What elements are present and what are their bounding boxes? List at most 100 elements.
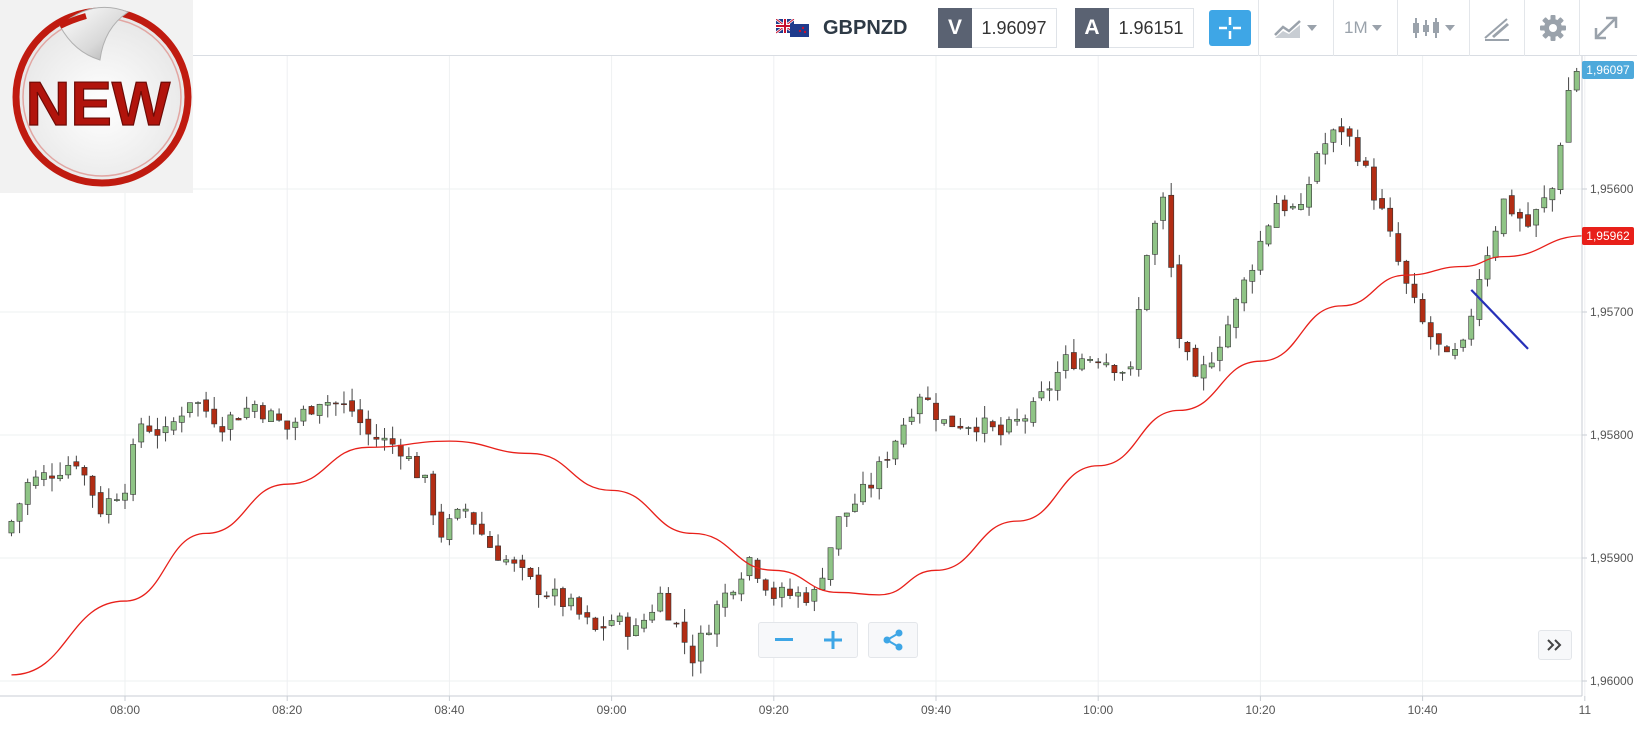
x-tick-label: 08:20 xyxy=(272,703,302,717)
candle-body xyxy=(341,403,347,406)
candle xyxy=(373,424,380,447)
moving-average-line xyxy=(11,235,1585,676)
candle-body xyxy=(1533,209,1540,226)
candle xyxy=(1533,208,1540,238)
x-tick-label: 09:40 xyxy=(921,703,951,717)
candle-body xyxy=(1500,198,1507,235)
candle-body xyxy=(478,523,485,535)
share-button[interactable] xyxy=(869,623,917,657)
candle-body xyxy=(714,604,720,635)
candlestick-chart[interactable]: 1,96000 1,95900 1,95800 1,95700 1,95600 08:0… xyxy=(0,56,1637,732)
zoom-out-button[interactable] xyxy=(759,623,808,657)
candle-body xyxy=(1241,279,1248,304)
candle-body xyxy=(624,616,631,637)
candle xyxy=(1500,198,1507,237)
candle xyxy=(276,408,282,422)
drawing-pen-icon xyxy=(1484,18,1509,41)
candle xyxy=(1362,156,1369,168)
candle-body xyxy=(519,559,526,568)
candle-body xyxy=(916,396,923,415)
candle xyxy=(105,488,112,524)
candle-body xyxy=(600,626,607,629)
candle-body xyxy=(105,498,112,515)
chevron-down-icon xyxy=(1371,25,1382,31)
zoom-in-button[interactable] xyxy=(808,623,857,657)
candle xyxy=(97,486,104,518)
candle-body xyxy=(1208,362,1215,368)
instrument-selector[interactable]: GBPNZD xyxy=(776,14,907,42)
candle xyxy=(1225,315,1231,349)
candle xyxy=(697,625,704,674)
candle-body xyxy=(211,408,218,425)
candle xyxy=(916,393,923,424)
candle xyxy=(924,386,931,401)
candle xyxy=(1095,358,1102,369)
candle xyxy=(470,511,477,535)
crosshair-button[interactable] xyxy=(1209,10,1251,46)
candle-body xyxy=(1119,371,1126,374)
candle xyxy=(1152,220,1158,265)
trend-line[interactable] xyxy=(1470,289,1529,350)
candle-body xyxy=(1176,264,1183,339)
chart-type-button[interactable] xyxy=(1273,14,1317,42)
candle xyxy=(146,415,153,434)
sell-quote-button[interactable]: V 1.96097 xyxy=(938,8,1057,48)
candle-body xyxy=(1403,260,1410,284)
candle xyxy=(803,586,810,606)
candle xyxy=(8,519,15,537)
candle-body xyxy=(827,547,834,581)
candle-body xyxy=(892,440,899,460)
candle xyxy=(560,586,566,617)
candle-body xyxy=(276,413,282,421)
candle-body xyxy=(1281,199,1288,212)
candle-body xyxy=(195,402,201,404)
candle xyxy=(1395,222,1402,266)
settings-button[interactable] xyxy=(1539,14,1567,42)
chevron-down-icon xyxy=(1307,25,1317,31)
candle xyxy=(57,462,64,482)
candle xyxy=(414,452,420,479)
candle xyxy=(1216,336,1223,372)
candle xyxy=(770,581,777,606)
scroll-to-latest-button[interactable] xyxy=(1538,630,1572,660)
drawing-tools-button[interactable] xyxy=(1482,14,1512,42)
candle xyxy=(1484,246,1491,287)
fullscreen-button[interactable] xyxy=(1592,14,1620,42)
candle xyxy=(1176,254,1183,349)
candle xyxy=(154,417,161,449)
zoom-controls xyxy=(758,622,858,658)
candle xyxy=(1557,142,1564,195)
buy-quote-button[interactable]: A 1.96151 xyxy=(1075,8,1194,48)
timeframe-label: 1M xyxy=(1344,18,1368,37)
candle xyxy=(706,624,712,636)
candle-body xyxy=(965,427,972,429)
candle-body xyxy=(1054,371,1061,391)
candle-body xyxy=(8,520,15,534)
candle xyxy=(819,567,826,591)
candle-body xyxy=(1484,255,1491,280)
candle xyxy=(162,416,169,442)
indicators-button[interactable] xyxy=(1411,14,1455,42)
candle-body xyxy=(884,459,891,461)
candle-body xyxy=(1111,365,1118,374)
candle-body xyxy=(1046,388,1053,391)
candle xyxy=(1306,176,1312,216)
candle xyxy=(211,396,218,428)
y-tick-label: 1,95900 xyxy=(1590,551,1634,565)
candle-body xyxy=(860,483,866,503)
candle-body xyxy=(997,424,1004,436)
candle-body xyxy=(122,492,128,501)
candle-body xyxy=(941,419,948,424)
candle xyxy=(1265,224,1272,247)
candle-body xyxy=(162,426,169,434)
candle xyxy=(1014,408,1020,426)
candle xyxy=(1200,355,1207,391)
timeframe-selector[interactable]: 1M xyxy=(1344,14,1382,42)
candle-body xyxy=(284,420,291,430)
candle-body xyxy=(1549,188,1556,201)
candle xyxy=(1387,197,1394,237)
candle-body xyxy=(1168,194,1175,268)
candle xyxy=(122,483,128,509)
y-tick-label: 1,95700 xyxy=(1590,305,1634,319)
candle-body xyxy=(973,426,980,433)
